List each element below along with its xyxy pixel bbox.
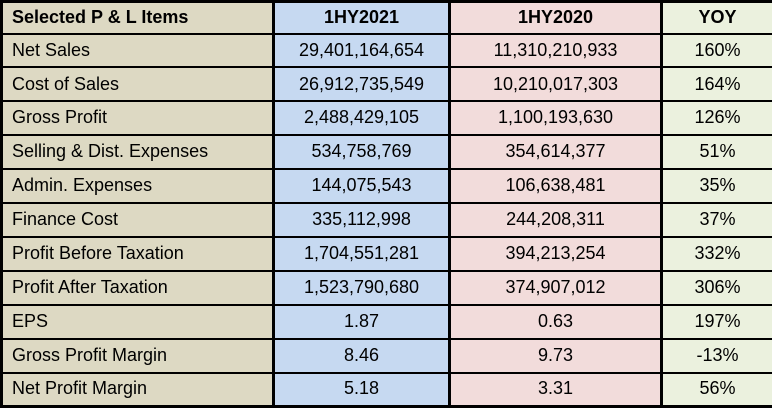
cell-yoy: 160%: [660, 32, 772, 69]
cell-hy2020: 9.73: [448, 337, 663, 374]
pnl-table-head: Selected P & L Items 1HY2021 1HY2020 YOY: [0, 0, 772, 35]
cell-hy2020: 11,310,210,933: [448, 32, 663, 69]
cell-yoy: 332%: [660, 235, 772, 272]
cell-hy2021: 2,488,429,105: [272, 100, 451, 137]
table-row: Profit Before Taxation 1,704,551,281 394,2…: [0, 235, 772, 272]
table-row: Profit After Taxation 1,523,790,680 374,90…: [0, 269, 772, 306]
table-row: Selling & Dist. Expenses 534,758,769 354,6…: [0, 134, 772, 171]
column-header-hy2020: 1HY2020: [448, 0, 663, 35]
table-row: Finance Cost 335,112,998 244,208,311 37%: [0, 202, 772, 238]
cell-hy2020: 10,210,017,303: [448, 66, 663, 103]
cell-hy2021: 26,912,735,549: [272, 66, 451, 103]
cell-hy2021: 8.46: [272, 337, 451, 374]
cell-yoy: 37%: [660, 202, 772, 238]
column-header-hy2021: 1HY2021: [272, 0, 451, 35]
cell-yoy: 197%: [660, 303, 772, 340]
cell-hy2020: 3.31: [448, 371, 663, 408]
row-label: Admin. Expenses: [0, 168, 275, 205]
column-header-yoy: YOY: [660, 0, 772, 35]
cell-yoy: 306%: [660, 269, 772, 306]
table-row: Net Profit Margin 5.18 3.31 56%: [0, 371, 772, 408]
cell-hy2021: 1,523,790,680: [272, 269, 451, 306]
cell-yoy: 164%: [660, 66, 772, 103]
cell-yoy: -13%: [660, 337, 772, 374]
row-label: Finance Cost: [0, 202, 275, 238]
pnl-table-body: Net Sales 29,401,164,654 11,310,210,933 160…: [0, 32, 772, 408]
cell-hy2020: 394,213,254: [448, 235, 663, 272]
cell-yoy: 35%: [660, 168, 772, 205]
cell-hy2021: 1,704,551,281: [272, 235, 451, 272]
table-row: Gross Profit Margin 8.46 9.73 -13%: [0, 337, 772, 374]
cell-hy2020: 1,100,193,630: [448, 100, 663, 137]
cell-hy2021: 144,075,543: [272, 168, 451, 205]
cell-yoy: 126%: [660, 100, 772, 137]
row-label: EPS: [0, 303, 275, 340]
header-row: Selected P & L Items 1HY2021 1HY2020 YOY: [0, 0, 772, 35]
table-row: Admin. Expenses 144,075,543 106,638,481 35%: [0, 168, 772, 205]
cell-hy2020: 374,907,012: [448, 269, 663, 306]
row-label: Gross Profit Margin: [0, 337, 275, 374]
table-row: Net Sales 29,401,164,654 11,310,210,933 160…: [0, 32, 772, 69]
row-label: Net Profit Margin: [0, 371, 275, 408]
row-label: Profit Before Taxation: [0, 235, 275, 272]
cell-hy2020: 0.63: [448, 303, 663, 340]
cell-hy2020: 244,208,311: [448, 202, 663, 238]
cell-hy2020: 354,614,377: [448, 134, 663, 171]
cell-hy2021: 335,112,998: [272, 202, 451, 238]
cell-hy2021: 29,401,164,654: [272, 32, 451, 69]
cell-yoy: 56%: [660, 371, 772, 408]
row-label: Profit After Taxation: [0, 269, 275, 306]
row-label: Gross Profit: [0, 100, 275, 137]
cell-hy2021: 534,758,769: [272, 134, 451, 171]
table-row: Cost of Sales 26,912,735,549 10,210,017,30…: [0, 66, 772, 103]
cell-hy2021: 1.87: [272, 303, 451, 340]
row-label: Cost of Sales: [0, 66, 275, 103]
table-row: EPS 1.87 0.63 197%: [0, 303, 772, 340]
table-row: Gross Profit 2,488,429,105 1,100,193,630 12…: [0, 100, 772, 137]
row-label: Selling & Dist. Expenses: [0, 134, 275, 171]
row-label: Net Sales: [0, 32, 275, 69]
cell-hy2021: 5.18: [272, 371, 451, 408]
cell-yoy: 51%: [660, 134, 772, 171]
cell-hy2020: 106,638,481: [448, 168, 663, 205]
column-header-items: Selected P & L Items: [0, 0, 275, 35]
